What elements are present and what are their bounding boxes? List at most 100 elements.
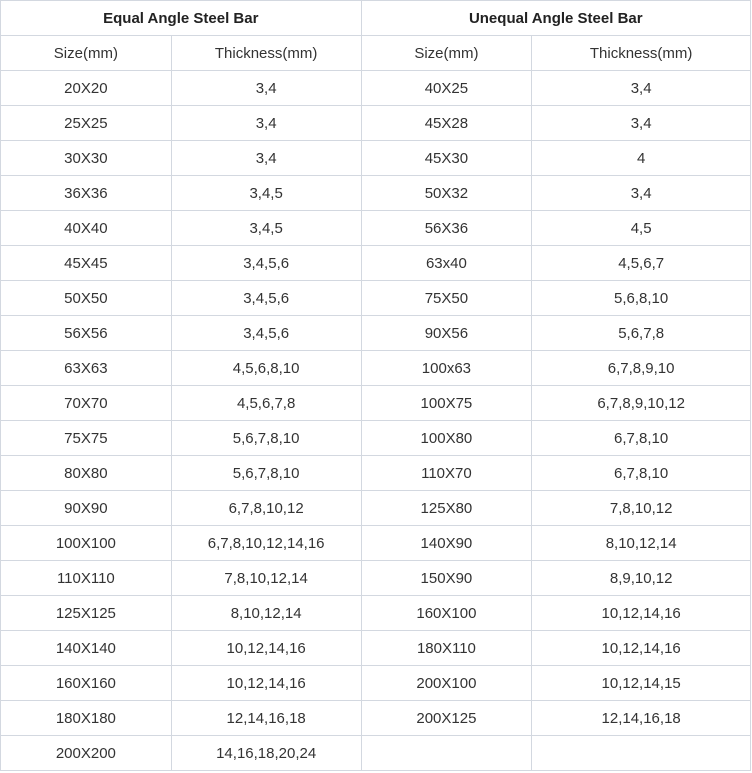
- equal-size-cell: 40X40: [0, 210, 172, 246]
- unequal-size-cell: 100X80: [360, 420, 533, 456]
- table-row: 125X125 8,10,12,14 160X100 10,12,14,16: [0, 595, 751, 631]
- table-row: 25X25 3,4 45X28 3,4: [0, 105, 751, 141]
- table-row: 50X50 3,4,5,6 75X50 5,6,8,10: [0, 280, 751, 316]
- equal-thickness-cell: 6,7,8,10,12,14,16: [170, 525, 362, 561]
- unequal-size-cell: 110X70: [360, 455, 533, 491]
- unequal-thickness-cell: 4,5,6,7: [531, 245, 751, 281]
- table-row: 56X56 3,4,5,6 90X56 5,6,7,8: [0, 315, 751, 351]
- table-row: 180X180 12,14,16,18 200X125 12,14,16,18: [0, 700, 751, 736]
- table-row: 75X75 5,6,7,8,10 100X80 6,7,8,10: [0, 420, 751, 456]
- table-row: 80X80 5,6,7,8,10 110X70 6,7,8,10: [0, 455, 751, 491]
- unequal-thickness-cell: 8,9,10,12: [531, 560, 751, 596]
- unequal-size-cell: 50X32: [360, 175, 533, 211]
- unequal-thickness-cell: 10,12,14,16: [531, 595, 751, 631]
- equal-size-cell: 140X140: [0, 630, 172, 666]
- equal-thickness-cell: 3,4: [170, 105, 362, 141]
- unequal-angle-title: Unequal Angle Steel Bar: [360, 0, 752, 36]
- equal-size-cell: 56X56: [0, 315, 172, 351]
- table-row: 45X45 3,4,5,6 63x40 4,5,6,7: [0, 245, 751, 281]
- unequal-thickness-cell: 7,8,10,12: [531, 490, 751, 526]
- column-header-row: Size(mm) Thickness(mm) Size(mm) Thicknes…: [0, 35, 751, 71]
- unequal-size-cell: 180X110: [360, 630, 533, 666]
- table-row: 70X70 4,5,6,7,8 100X75 6,7,8,9,10,12: [0, 385, 751, 421]
- equal-thickness-cell: 8,10,12,14: [170, 595, 362, 631]
- equal-thickness-cell: 3,4,5: [170, 175, 362, 211]
- equal-thickness-cell: 10,12,14,16: [170, 630, 362, 666]
- unequal-size-cell: 125X80: [360, 490, 533, 526]
- table-row: 160X160 10,12,14,16 200X100 10,12,14,15: [0, 665, 751, 701]
- equal-size-cell: 180X180: [0, 700, 172, 736]
- equal-thickness-cell: 3,4,5,6: [170, 245, 362, 281]
- table-row: 63X63 4,5,6,8,10 100x63 6,7,8,9,10: [0, 350, 751, 386]
- equal-size-cell: 63X63: [0, 350, 172, 386]
- equal-size-cell: 200X200: [0, 735, 172, 771]
- equal-size-cell: 125X125: [0, 595, 172, 631]
- unequal-size-cell: 90X56: [360, 315, 533, 351]
- equal-thickness-cell: 4,5,6,8,10: [170, 350, 362, 386]
- equal-size-cell: 45X45: [0, 245, 172, 281]
- equal-thickness-cell: 3,4,5,6: [170, 280, 362, 316]
- unequal-thickness-cell: 6,7,8,9,10,12: [531, 385, 751, 421]
- equal-thickness-cell: 3,4: [170, 70, 362, 106]
- unequal-size-cell: 56X36: [360, 210, 533, 246]
- unequal-size-cell: 100x63: [360, 350, 533, 386]
- equal-thickness-cell: 3,4: [170, 140, 362, 176]
- unequal-size-cell: 150X90: [360, 560, 533, 596]
- equal-size-cell: 20X20: [0, 70, 172, 106]
- equal-size-cell: 30X30: [0, 140, 172, 176]
- equal-thickness-cell: 4,5,6,7,8: [170, 385, 362, 421]
- unequal-thickness-cell: 6,7,8,10: [531, 420, 751, 456]
- unequal-size-cell: 63x40: [360, 245, 533, 281]
- equal-thickness-cell: 14,16,18,20,24: [170, 735, 362, 771]
- unequal-thickness-cell: 10,12,14,16: [531, 630, 751, 666]
- equal-thickness-cell: 6,7,8,10,12: [170, 490, 362, 526]
- unequal-thickness-header: Thickness(mm): [531, 35, 751, 71]
- table-row: 100X100 6,7,8,10,12,14,16 140X90 8,10,12,14: [0, 525, 751, 561]
- equal-thickness-cell: 5,6,7,8,10: [170, 455, 362, 491]
- unequal-size-cell: 45X30: [360, 140, 533, 176]
- equal-thickness-cell: 3,4,5,6: [170, 315, 362, 351]
- equal-size-cell: 75X75: [0, 420, 172, 456]
- table-row: 200X200 14,16,18,20,24: [0, 735, 751, 771]
- unequal-thickness-cell: 3,4: [531, 175, 751, 211]
- equal-size-cell: 110X110: [0, 560, 172, 596]
- unequal-thickness-cell: 12,14,16,18: [531, 700, 751, 736]
- unequal-thickness-cell: [531, 735, 751, 771]
- unequal-thickness-cell: 6,7,8,9,10: [531, 350, 751, 386]
- unequal-thickness-cell: 3,4: [531, 70, 751, 106]
- unequal-size-cell: 140X90: [360, 525, 533, 561]
- equal-size-cell: 50X50: [0, 280, 172, 316]
- equal-size-cell: 80X80: [0, 455, 172, 491]
- table-row: 90X90 6,7,8,10,12 125X80 7,8,10,12: [0, 490, 751, 526]
- unequal-size-cell: 100X75: [360, 385, 533, 421]
- unequal-thickness-cell: 5,6,7,8: [531, 315, 751, 351]
- table-row: 20X20 3,4 40X25 3,4: [0, 70, 751, 106]
- unequal-thickness-cell: 4,5: [531, 210, 751, 246]
- equal-thickness-cell: 3,4,5: [170, 210, 362, 246]
- group-header-row: Equal Angle Steel Bar Unequal Angle Stee…: [0, 0, 752, 36]
- unequal-thickness-cell: 6,7,8,10: [531, 455, 751, 491]
- equal-thickness-cell: 12,14,16,18: [170, 700, 362, 736]
- unequal-size-cell: 40X25: [360, 70, 533, 106]
- equal-thickness-header: Thickness(mm): [170, 35, 362, 71]
- unequal-size-cell: 200X125: [360, 700, 533, 736]
- unequal-size-cell: [360, 735, 533, 771]
- equal-size-cell: 25X25: [0, 105, 172, 141]
- unequal-size-header: Size(mm): [360, 35, 533, 71]
- equal-angle-title: Equal Angle Steel Bar: [0, 0, 362, 36]
- table-row: 140X140 10,12,14,16 180X110 10,12,14,16: [0, 630, 751, 666]
- equal-size-cell: 160X160: [0, 665, 172, 701]
- unequal-thickness-cell: 8,10,12,14: [531, 525, 751, 561]
- unequal-thickness-cell: 5,6,8,10: [531, 280, 751, 316]
- unequal-size-cell: 200X100: [360, 665, 533, 701]
- equal-size-header: Size(mm): [0, 35, 172, 71]
- equal-thickness-cell: 10,12,14,16: [170, 665, 362, 701]
- unequal-thickness-cell: 10,12,14,15: [531, 665, 751, 701]
- equal-size-cell: 36X36: [0, 175, 172, 211]
- unequal-size-cell: 75X50: [360, 280, 533, 316]
- table-row: 30X30 3,4 45X30 4: [0, 140, 751, 176]
- unequal-thickness-cell: 4: [531, 140, 751, 176]
- unequal-size-cell: 45X28: [360, 105, 533, 141]
- table-row: 40X40 3,4,5 56X36 4,5: [0, 210, 751, 246]
